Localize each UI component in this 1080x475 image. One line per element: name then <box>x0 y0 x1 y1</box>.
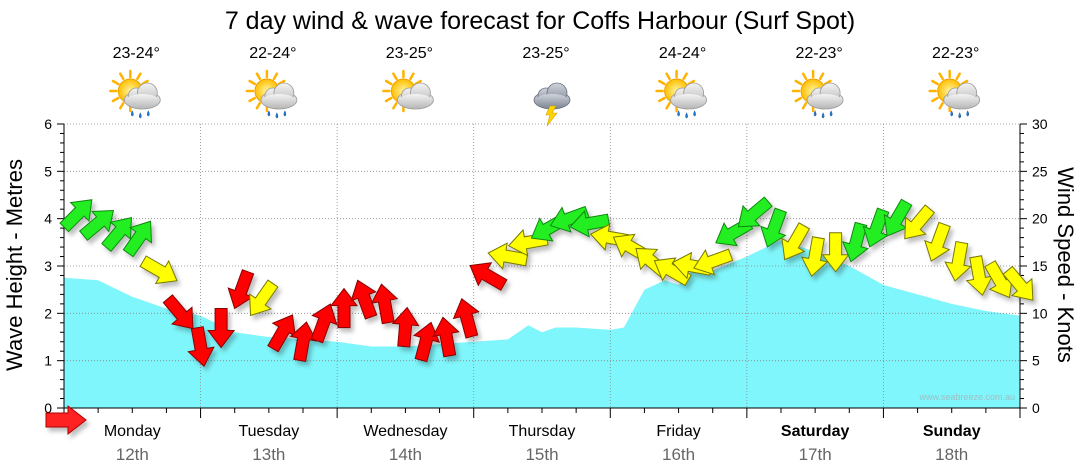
y-axis-label-right: Wind Speed - Knots <box>1053 167 1078 363</box>
wind-arrow <box>139 255 178 285</box>
wind-arrow <box>310 303 338 344</box>
day-date: 17th <box>799 445 832 464</box>
daily-forecast-row: 23-24° 22-24° 23-25° 23-25° 24-24° 22-23° 22-2… <box>109 45 981 127</box>
sun-cloud-rain-icon <box>791 69 844 119</box>
day-date: 15th <box>525 445 558 464</box>
sun-cloud-icon <box>382 69 434 113</box>
y-axis-right-tick-label: 0 <box>1032 400 1040 416</box>
y-axis-left-tick-label: 3 <box>44 258 52 274</box>
wind-arrow <box>760 207 787 248</box>
day-name: Wednesday <box>363 423 447 440</box>
wave-height-area <box>64 240 1020 408</box>
day-name: Tuesday <box>238 423 299 440</box>
wind-arrow <box>370 283 399 325</box>
sun-cloud-rain-icon <box>655 69 707 119</box>
day-date: 13th <box>252 445 285 464</box>
y-axis-label-left: Wave Height - Metres <box>2 159 27 371</box>
y-axis-left-tick-label: 5 <box>44 163 52 179</box>
day-temperature: 22-23° <box>932 45 979 62</box>
wind-arrow <box>187 326 215 368</box>
wind-arrow <box>944 240 972 282</box>
y-axis-left-tick-label: 4 <box>44 211 52 227</box>
day-temperature: 23-24° <box>113 45 160 62</box>
wind-arrow <box>569 210 611 238</box>
axes: 0 1 2 3 4 5 6 0 5 10 15 20 25 30 <box>44 116 1048 418</box>
wind-arrow <box>469 262 508 291</box>
day-date: 18th <box>935 445 968 464</box>
wind-arrow <box>207 308 236 349</box>
day-temperature: 22-24° <box>249 45 296 62</box>
day-date: 16th <box>662 445 695 464</box>
wind-arrow <box>391 306 420 348</box>
current-time-arrow <box>45 404 87 436</box>
y-axis-right-tick-label: 15 <box>1032 258 1048 274</box>
day-date: 12th <box>116 445 149 464</box>
wind-arrow <box>227 269 255 310</box>
sun-cloud-rain-icon <box>245 69 298 119</box>
y-axis-left-tick-label: 1 <box>44 353 52 369</box>
day-name: Sunday <box>923 423 981 440</box>
wind-arrow <box>693 248 734 276</box>
day-name: Friday <box>656 423 700 440</box>
wind-arrow <box>59 199 93 233</box>
y-axis-right-tick-label: 10 <box>1032 305 1048 321</box>
wind-arrow <box>904 204 936 240</box>
y-axis-left-tick-label: 2 <box>44 305 52 321</box>
day-name: Thursday <box>509 423 576 440</box>
chart-title: 7 day wind & wave forecast for Coffs Har… <box>225 7 855 35</box>
day-temperature: 24-24° <box>659 45 706 62</box>
storm-cloud-icon <box>533 82 571 127</box>
day-labels: Monday 12th Tuesday 13th Wednesday 14th Thursd… <box>104 423 981 464</box>
y-axis-left-tick-label: 6 <box>44 116 52 132</box>
day-name: Saturday <box>781 423 850 440</box>
wind-arrow <box>162 294 194 330</box>
sun-cloud-rain-icon <box>928 69 981 119</box>
wind-arrow <box>329 287 359 329</box>
y-axis-right-tick-label: 5 <box>1032 353 1040 369</box>
wind-arrow <box>821 232 850 273</box>
y-axis-right-tick-label: 20 <box>1032 211 1048 227</box>
watermark: www.seabreeze.com.au <box>918 392 1015 402</box>
wind-arrow <box>122 220 153 258</box>
day-temperature: 22-23° <box>795 45 842 62</box>
wind-arrow <box>549 205 590 233</box>
wind-arrow <box>350 279 378 320</box>
day-temperature: 23-25° <box>386 45 433 62</box>
wind-arrow <box>1002 265 1034 301</box>
wind-arrow <box>289 321 318 363</box>
day-date: 14th <box>389 445 422 464</box>
plot-area: 0 1 2 3 4 5 6 0 5 10 15 20 25 30 <box>44 116 1048 418</box>
wind-arrows-layer <box>59 196 1034 368</box>
y-axis-left-tick-label: 0 <box>44 400 52 416</box>
wave-height-layer <box>64 240 1020 408</box>
wind-arrow <box>862 207 890 248</box>
wind-arrow <box>452 297 480 339</box>
wind-arrow <box>924 221 951 262</box>
wind-arrow <box>781 222 811 261</box>
wind-arrow <box>800 236 829 278</box>
y-axis-right-tick-label: 25 <box>1032 163 1048 179</box>
day-temperature: 23-25° <box>522 45 569 62</box>
wind-arrow <box>78 210 115 241</box>
wind-arrow <box>267 314 296 353</box>
wind-arrow <box>249 279 279 317</box>
sun-cloud-rain-icon <box>109 69 161 119</box>
wind-arrow <box>965 255 994 297</box>
day-name: Monday <box>104 423 161 440</box>
y-axis-right-tick-label: 30 <box>1032 116 1048 132</box>
wind-arrow <box>737 196 773 228</box>
wind-arrow <box>432 316 460 358</box>
wind-arrow <box>841 221 869 263</box>
